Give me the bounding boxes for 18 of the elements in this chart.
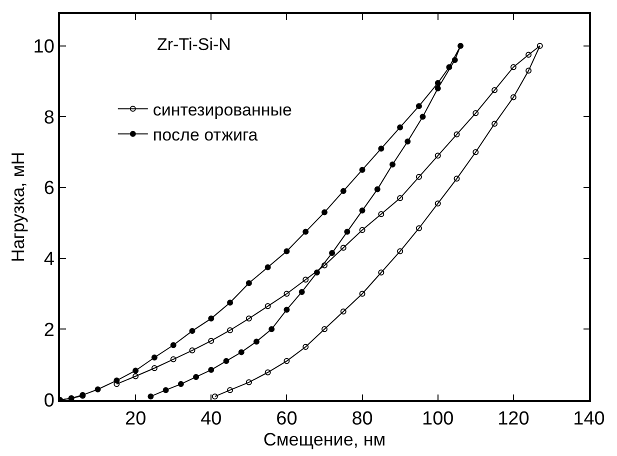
- x-axis-title: Смещение, нм: [263, 430, 386, 450]
- y-tick-label: 4: [44, 249, 55, 270]
- y-tick-label: 6: [44, 178, 54, 200]
- annotation: Zr-Ti-Si-N: [157, 35, 231, 54]
- x-tick-label: 60: [276, 408, 298, 430]
- x-tick-label: 20: [125, 408, 146, 430]
- x-tick-label: 140: [573, 408, 605, 430]
- y-axis-title: Нагрузка, мН: [8, 152, 28, 262]
- x-tick-label: 120: [498, 408, 530, 430]
- y-tick-label: 10: [33, 36, 54, 58]
- y-tick-label: 8: [44, 107, 54, 128]
- legend-label: синтезированные: [152, 100, 292, 120]
- x-tick-label: 80: [352, 408, 373, 430]
- y-tick-label: 2: [44, 320, 54, 341]
- legend-label: после отжига: [152, 125, 258, 144]
- x-tick-label: 100: [422, 408, 454, 430]
- x-tick-label: 40: [200, 408, 222, 430]
- y-tick-label: 0: [44, 390, 54, 412]
